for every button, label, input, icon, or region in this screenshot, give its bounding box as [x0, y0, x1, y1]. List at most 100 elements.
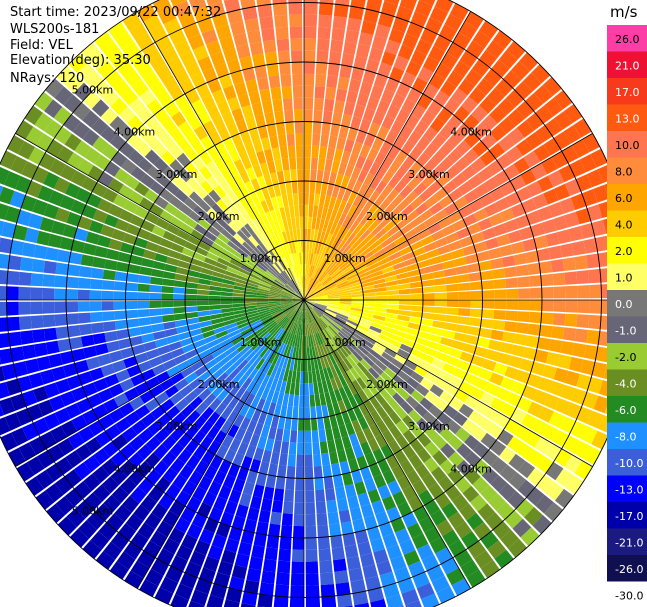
ppi-gate — [245, 79, 259, 94]
ppi-gate — [310, 358, 316, 371]
ppi-gate — [239, 244, 251, 256]
ppi-gate — [384, 0, 400, 6]
ppi-gate — [291, 418, 298, 431]
ppi-gate — [309, 193, 315, 206]
ppi-gate — [214, 62, 229, 78]
ppi-gate — [419, 0, 436, 6]
ppi-gate — [202, 67, 218, 83]
ppi-gate — [290, 430, 298, 443]
ppi-gate — [326, 499, 338, 513]
ppi-gate — [286, 357, 292, 370]
ppi-gate — [304, 300, 313, 309]
ppi-gate — [468, 410, 484, 425]
colorbar-swatch — [607, 51, 647, 78]
ppi-gate — [163, 420, 178, 435]
ppi-gate — [516, 442, 534, 460]
ppi-gate — [547, 170, 565, 188]
ppi-gate — [261, 570, 276, 584]
ppi-gate — [342, 532, 356, 547]
ppi-gate — [347, 191, 358, 205]
ppi-gate — [314, 346, 320, 359]
ppi-gate — [424, 499, 441, 516]
ppi-gate — [235, 504, 249, 519]
ppi-gate — [397, 577, 415, 594]
ppi-gate — [564, 370, 580, 387]
ppi-gate — [407, 176, 422, 190]
ppi-gate — [432, 434, 447, 450]
ppi-gate — [473, 183, 489, 198]
ppi-gate — [443, 404, 458, 419]
ppi-gate — [317, 417, 325, 431]
ppi-gate — [280, 272, 289, 283]
ppi-gate — [419, 188, 433, 202]
ppi-gate — [184, 162, 199, 177]
ppi-gate — [320, 584, 336, 597]
ppi-gate — [330, 268, 341, 278]
ppi-gate — [422, 126, 438, 142]
ppi-gate — [515, 322, 529, 334]
ppi-gate — [240, 362, 252, 374]
ppi-gate — [330, 338, 339, 350]
ppi-gate — [352, 332, 364, 342]
ppi-gate — [315, 333, 322, 346]
ppi-gate — [239, 403, 250, 417]
ppi-gate — [351, 305, 364, 309]
ppi-gate — [229, 383, 241, 397]
ppi-gate — [378, 333, 391, 343]
ppi-gate — [324, 392, 332, 405]
ppi-gate — [215, 24, 232, 40]
ppi-gate — [436, 172, 452, 187]
ppi-gate — [109, 561, 129, 580]
ppi-gate — [179, 337, 193, 347]
ppi-gate — [362, 288, 375, 294]
ppi-gate — [60, 420, 78, 437]
ppi-gate — [349, 433, 360, 447]
ppi-gate — [213, 170, 226, 185]
ppi-gate — [343, 41, 357, 56]
ppi-gate — [334, 570, 349, 584]
ppi-gate — [526, 449, 544, 467]
ppi-gate — [287, 333, 293, 346]
ppi-gate — [134, 237, 149, 249]
ppi-gate — [321, 380, 329, 393]
ppi-gate — [287, 267, 295, 279]
ppi-gate — [583, 344, 598, 360]
ppi-gate — [202, 262, 215, 271]
ppi-gate — [336, 312, 349, 320]
ppi-gate — [178, 121, 193, 137]
ppi-gate — [493, 362, 508, 376]
ppi-gate — [113, 310, 127, 320]
ppi-gate — [331, 160, 341, 174]
ppi-gate — [275, 476, 286, 490]
ppi-gate — [386, 308, 399, 315]
ppi-gate — [376, 419, 389, 434]
ppi-gate — [257, 411, 268, 425]
ppi-gate — [304, 335, 307, 348]
ppi-gate — [63, 363, 78, 378]
ppi-gate — [300, 264, 303, 277]
ppi-gate — [362, 306, 375, 311]
ppi-gate — [458, 403, 474, 418]
ppi-gate — [242, 430, 253, 445]
ppi-gate — [394, 266, 408, 275]
ppi-gate — [492, 30, 513, 49]
ppi-gate — [395, 528, 411, 544]
ppi-gate — [375, 295, 388, 300]
ppi-gate — [456, 273, 470, 283]
ppi-gate — [250, 204, 261, 218]
ppi-gate — [20, 330, 34, 345]
ppi-gate — [344, 483, 357, 498]
ppi-gate — [565, 300, 578, 313]
ppi-gate — [241, 104, 254, 119]
ppi-gate — [195, 344, 209, 354]
ppi-gate — [304, 26, 317, 39]
ppi-gate — [212, 115, 226, 131]
ppi-gate — [335, 413, 345, 427]
ppi-gate — [65, 74, 84, 93]
ppi-gate — [313, 285, 324, 293]
ppi-gate — [315, 295, 328, 299]
ppi-gate — [494, 549, 514, 569]
ppi-gate — [86, 511, 105, 530]
ppi-gate — [304, 169, 310, 182]
ppi-gate — [32, 199, 48, 216]
